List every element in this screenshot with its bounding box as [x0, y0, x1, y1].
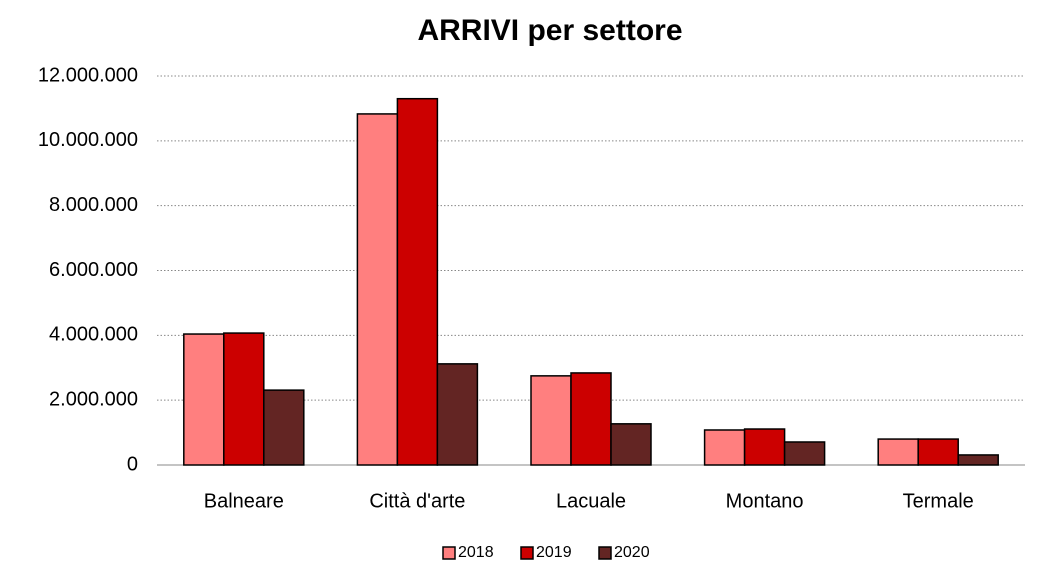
bar — [610, 423, 652, 466]
y-tick-label: 0 — [127, 453, 138, 475]
y-tick-label: 10.000.000 — [38, 129, 138, 151]
y-tick-label: 4.000.000 — [49, 324, 138, 346]
bar — [877, 438, 919, 466]
legend-swatch — [520, 546, 534, 560]
y-tick-label: 2.000.000 — [49, 388, 138, 410]
bar — [703, 429, 746, 466]
bar — [783, 441, 826, 466]
x-tick-label: Città d'arte — [369, 490, 465, 512]
bar — [223, 332, 265, 466]
legend-label: 2019 — [536, 544, 572, 561]
chart-title: ARRIVI per settore — [417, 14, 682, 47]
bar — [530, 375, 572, 466]
bar — [436, 363, 479, 466]
y-tick-label: 12.000.000 — [38, 64, 138, 86]
bar — [957, 454, 999, 466]
x-tick-label: Lacuale — [556, 490, 626, 512]
bar — [917, 438, 959, 466]
x-tick-label: Balneare — [204, 490, 284, 512]
y-tick-label: 6.000.000 — [49, 259, 138, 281]
bar — [743, 428, 786, 466]
x-tick-label: Termale — [903, 490, 974, 512]
y-tick-label: 8.000.000 — [49, 194, 138, 216]
bar — [356, 113, 399, 466]
bar — [570, 372, 612, 466]
legend-swatch — [598, 546, 612, 560]
x-tick-label: Montano — [726, 490, 804, 512]
legend-swatch — [442, 546, 456, 560]
bar — [396, 97, 439, 466]
bar — [263, 389, 305, 466]
legend-label: 2020 — [614, 544, 650, 561]
bar — [183, 333, 225, 466]
legend-label: 2018 — [458, 544, 494, 561]
